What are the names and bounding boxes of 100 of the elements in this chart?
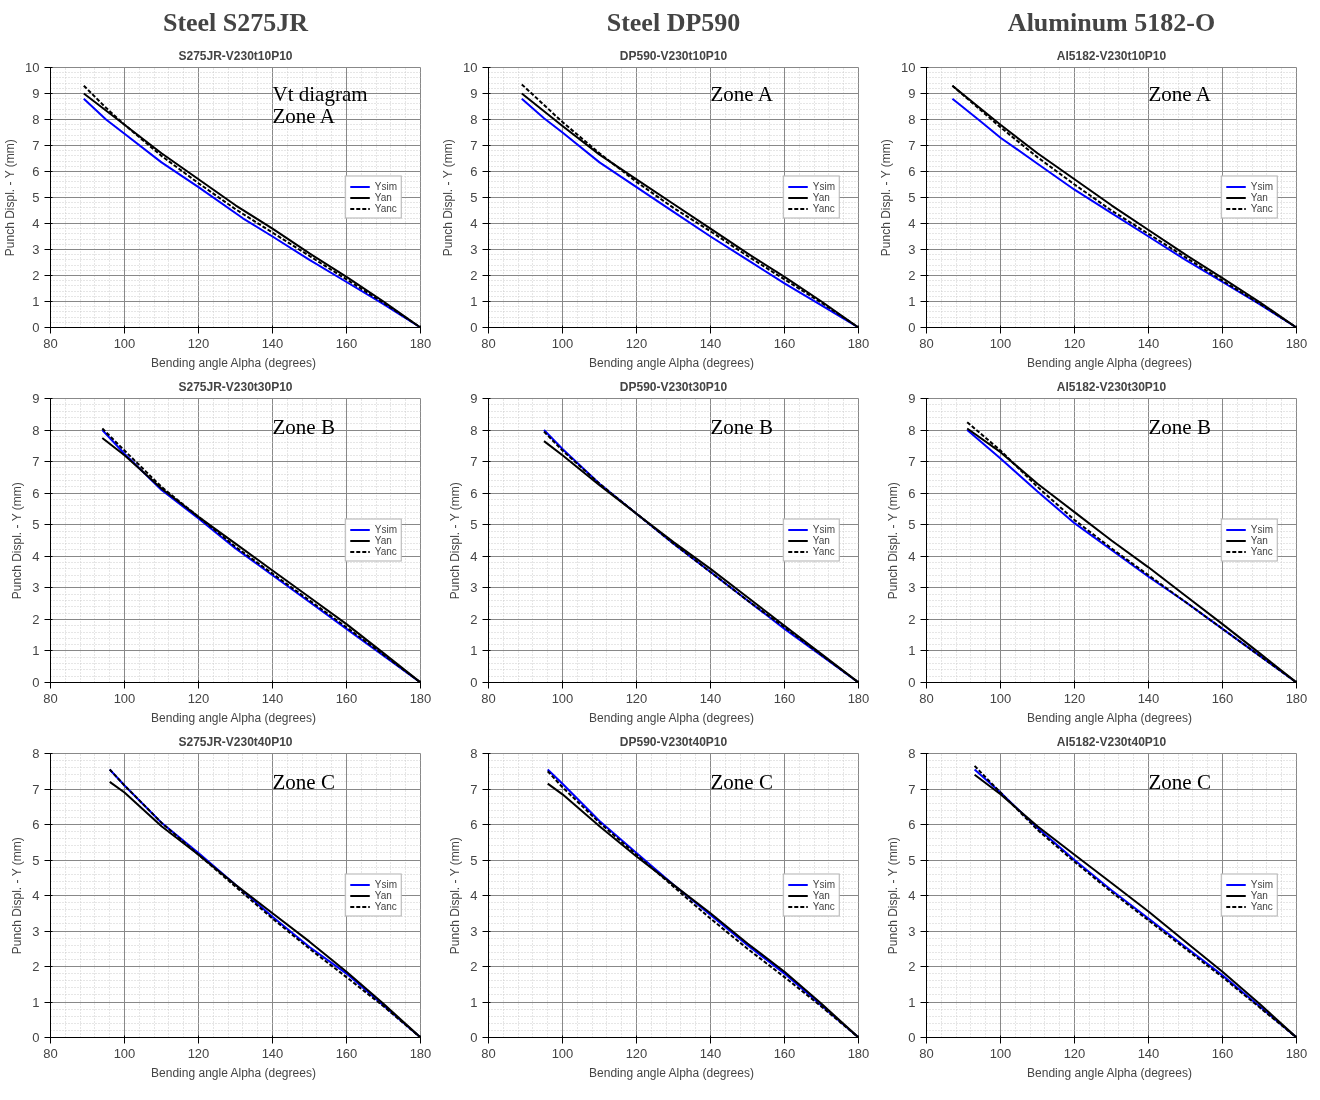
y-tick-label: 0 <box>470 320 478 335</box>
x-tick-label: 120 <box>1063 1045 1086 1061</box>
legend-label: Yanc <box>812 202 835 214</box>
legend-label: Yan <box>1250 191 1269 203</box>
x-tick-label: 100 <box>551 335 574 351</box>
x-tick-label: 140 <box>261 1045 284 1061</box>
y-tick-label: 5 <box>470 852 478 868</box>
y-tick-label: 3 <box>908 580 916 596</box>
x-tick-label: 100 <box>989 1045 1012 1061</box>
y-tick-label: 2 <box>470 268 478 283</box>
x-tick-label: 80 <box>919 690 934 706</box>
chart-subtitle: Steel S275JR <box>162 7 309 37</box>
chart-title: S275JR-V230t10P10 <box>178 48 293 63</box>
y-tick-label: 8 <box>32 746 40 761</box>
legend-label: Yanc <box>1250 900 1273 912</box>
y-tick-label: 5 <box>908 517 916 533</box>
x-tick-label: 140 <box>261 335 284 351</box>
y-tick-label: 4 <box>908 216 916 231</box>
x-tick-label: 100 <box>113 1045 136 1061</box>
y-tick-label: 9 <box>32 86 40 101</box>
x-tick-label: 180 <box>1285 335 1308 351</box>
y-tick-label: 2 <box>908 611 916 627</box>
y-tick-label: 5 <box>470 190 478 205</box>
legend-label: Yanc <box>374 900 397 912</box>
legend-label: Ysim <box>1250 523 1273 535</box>
x-axis-title: Bending angle Alpha (degrees) <box>589 355 754 370</box>
y-tick-label: 6 <box>470 817 478 832</box>
legend-label: Ysim <box>812 523 835 535</box>
x-axis-title: Bending angle Alpha (degrees) <box>1027 1065 1192 1080</box>
y-tick-label: 7 <box>32 781 40 797</box>
y-tick-label: 6 <box>470 164 478 179</box>
x-axis-title: Bending angle Alpha (degrees) <box>151 355 316 370</box>
y-tick-label: 8 <box>32 422 40 438</box>
y-tick-label: 3 <box>32 580 40 596</box>
chart-subtitle: Steel DP590 <box>606 7 741 37</box>
x-axis-title: Bending angle Alpha (degrees) <box>1027 355 1192 370</box>
y-tick-label: 10 <box>25 60 40 75</box>
y-tick-label: 2 <box>32 268 40 283</box>
y-tick-label: 4 <box>470 888 478 903</box>
chart-title: Al5182-V230t40P10 <box>1056 734 1167 749</box>
y-tick-label: 1 <box>32 994 40 1010</box>
x-tick-label: 160 <box>1211 690 1234 706</box>
x-tick-label: 120 <box>187 335 210 351</box>
legend-label: Yan <box>812 889 831 901</box>
x-axis-title: Bending angle Alpha (degrees) <box>151 710 316 725</box>
y-axis-title: Punch Displ. - Y (mm) <box>3 139 18 257</box>
y-tick-label: 7 <box>908 138 916 153</box>
y-tick-label: 8 <box>908 112 916 127</box>
x-tick-label: 140 <box>699 690 722 706</box>
annotation: Zone C <box>710 769 773 794</box>
y-axis-title: Punch Displ. - Y (mm) <box>886 482 901 600</box>
legend-label: Ysim <box>374 523 397 535</box>
x-tick-label: 180 <box>409 335 432 351</box>
y-tick-label: 5 <box>32 517 40 533</box>
legend-label: Yanc <box>1250 202 1273 214</box>
y-tick-label: 2 <box>470 611 478 627</box>
x-tick-label: 160 <box>335 1045 358 1061</box>
annotation: Zone B <box>272 414 335 439</box>
y-tick-label: 4 <box>470 548 478 564</box>
y-tick-label: 5 <box>908 190 916 205</box>
x-tick-label: 160 <box>773 1045 796 1061</box>
y-tick-label: 6 <box>908 485 916 501</box>
y-tick-label: 6 <box>908 164 916 179</box>
y-axis-title: Punch Displ. - Y (mm) <box>10 482 25 600</box>
y-tick-label: 5 <box>470 517 478 533</box>
x-axis-title: Bending angle Alpha (degrees) <box>589 710 754 725</box>
y-tick-label: 3 <box>470 580 478 596</box>
y-tick-label: 8 <box>32 112 40 127</box>
y-tick-label: 9 <box>908 391 916 406</box>
y-tick-label: 7 <box>908 454 916 470</box>
x-tick-label: 100 <box>551 690 574 706</box>
x-tick-label: 160 <box>1211 1045 1234 1061</box>
y-tick-label: 1 <box>470 994 478 1010</box>
y-tick-label: 8 <box>470 112 478 127</box>
y-tick-label: 2 <box>470 959 478 974</box>
x-tick-label: 120 <box>187 1045 210 1061</box>
x-tick-label: 160 <box>335 335 358 351</box>
y-tick-label: 6 <box>32 485 40 501</box>
x-tick-label: 140 <box>699 335 722 351</box>
y-tick-label: 9 <box>32 391 40 406</box>
annotation: Zone A <box>710 81 774 106</box>
y-tick-label: 1 <box>908 643 916 659</box>
y-tick-label: 8 <box>908 746 916 761</box>
y-tick-label: 3 <box>908 242 916 257</box>
x-tick-label: 120 <box>1063 690 1086 706</box>
legend-label: Ysim <box>812 878 835 890</box>
y-tick-label: 2 <box>32 611 40 627</box>
x-tick-label: 80 <box>43 690 58 706</box>
y-tick-label: 10 <box>901 60 916 75</box>
x-tick-label: 100 <box>989 690 1012 706</box>
y-axis-title: Punch Displ. - Y (mm) <box>10 837 25 955</box>
x-tick-label: 180 <box>1285 1045 1308 1061</box>
y-tick-label: 2 <box>908 959 916 974</box>
x-tick-label: 140 <box>1137 335 1160 351</box>
x-tick-label: 120 <box>1063 335 1086 351</box>
y-tick-label: 4 <box>32 548 40 564</box>
chart-title: DP590-V230t30P10 <box>619 379 728 394</box>
legend-label: Yanc <box>374 202 397 214</box>
y-tick-label: 6 <box>908 817 916 832</box>
x-tick-label: 140 <box>699 1045 722 1061</box>
